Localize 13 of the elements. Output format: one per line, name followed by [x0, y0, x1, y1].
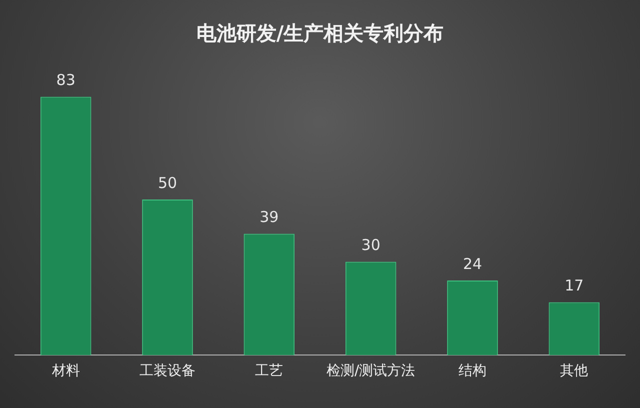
- x-tick-label: 工艺: [255, 363, 284, 380]
- x-tick-label: 检测/测试方法: [326, 363, 416, 380]
- data-label: 17: [564, 276, 584, 295]
- data-label: 50: [158, 174, 178, 192]
- data-label: 83: [56, 71, 76, 90]
- x-tick-label: 结构: [458, 363, 486, 380]
- data-label: 30: [361, 236, 380, 254]
- data-label: 39: [260, 208, 279, 226]
- x-tick-label: 其他: [560, 363, 588, 380]
- x-tick-label: 工装设备: [140, 363, 196, 380]
- x-tick-label: 材料: [50, 363, 80, 380]
- chart-title: 电池研发/生产相关专利分布: [196, 21, 444, 46]
- data-label: 24: [462, 254, 482, 273]
